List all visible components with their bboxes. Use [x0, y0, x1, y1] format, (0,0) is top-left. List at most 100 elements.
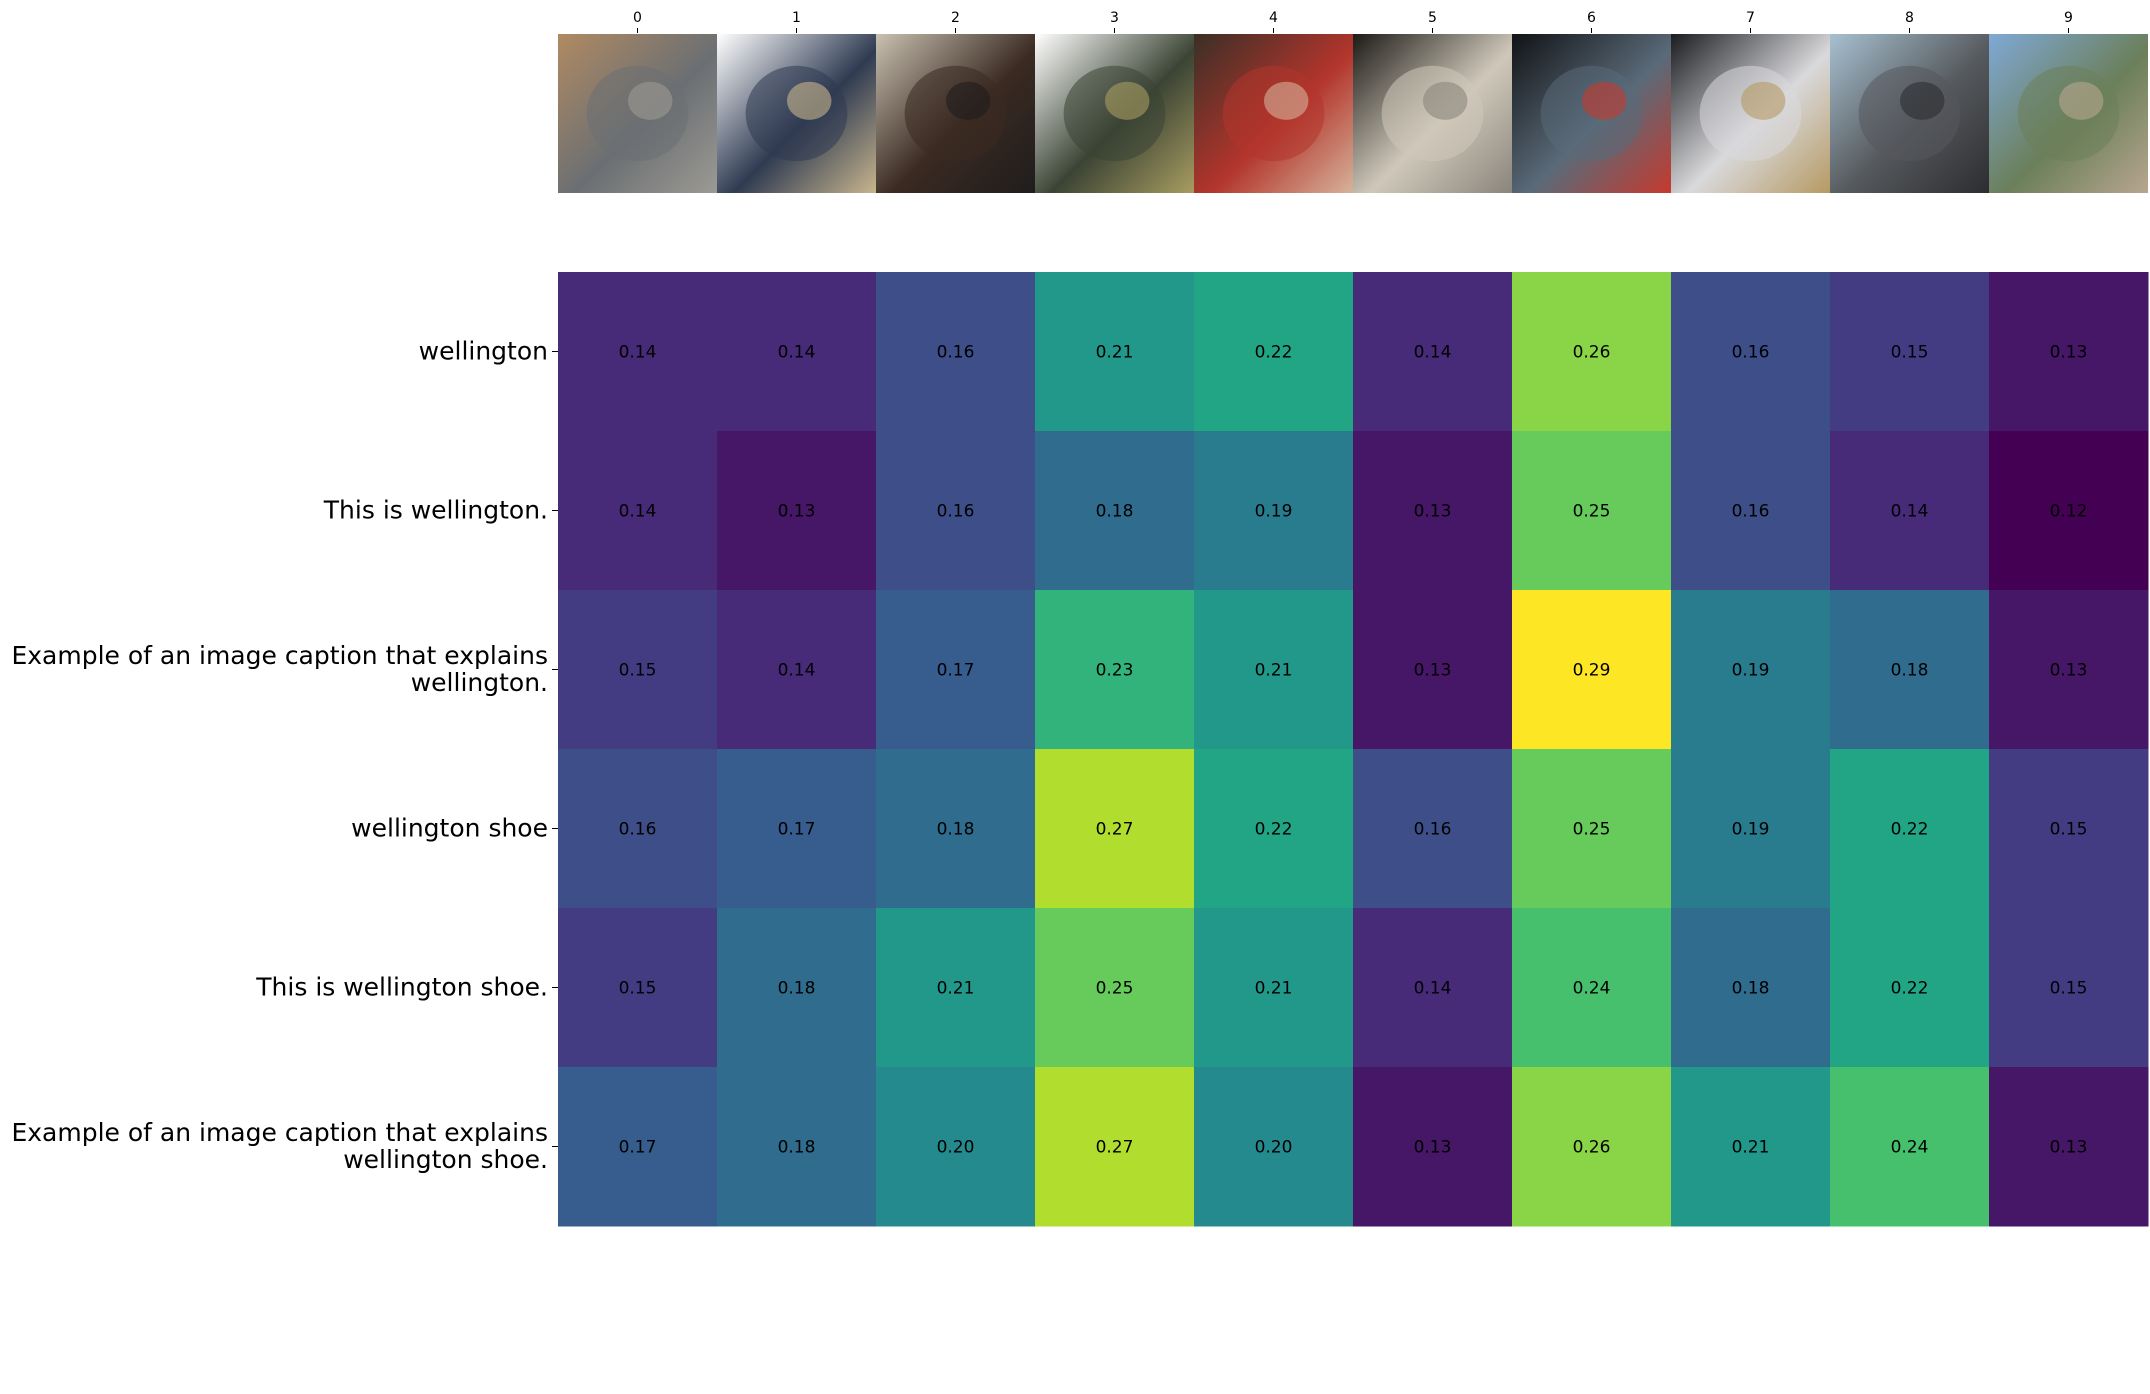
x-tick-label: 4 — [1269, 10, 1278, 26]
watch-strap-icon — [717, 34, 876, 193]
heatmap-cell — [1671, 749, 1831, 909]
heatmap-cell — [1512, 431, 1672, 591]
heatmap-cell — [1035, 431, 1195, 591]
cell-value-label: 0.24 — [1573, 979, 1611, 999]
heatmap-cell — [1353, 749, 1513, 909]
x-tick-label: 3 — [1110, 10, 1119, 26]
cell-value-label: 0.24 — [1891, 1138, 1929, 1158]
y-tick-label: wellington — [419, 337, 548, 366]
heatmap-cell — [876, 431, 1036, 591]
cell-value-label: 0.17 — [778, 820, 816, 840]
heatmap-cell — [717, 749, 877, 909]
heatmap-cell — [1512, 1067, 1672, 1227]
wellington-portrait-icon — [1194, 34, 1353, 193]
image-strip — [558, 34, 2148, 193]
heatmap-cell — [1989, 749, 2149, 909]
heatmap-cell — [1671, 590, 1831, 750]
heatmap-cell — [1194, 272, 1354, 432]
image-thumbnail-highlight — [1740, 81, 1786, 120]
heatmap-cell — [1830, 590, 1990, 750]
heatmap-cell — [1671, 908, 1831, 1068]
heatmap-cell — [1671, 1067, 1831, 1227]
x-tick-label: 6 — [1587, 10, 1596, 26]
heatmap-cell — [1035, 908, 1195, 1068]
cell-value-label: 0.21 — [1096, 343, 1134, 363]
y-tick-label: This is wellington shoe. — [255, 973, 548, 1002]
cell-value-label: 0.14 — [619, 343, 657, 363]
cell-value-label: 0.20 — [937, 1138, 975, 1158]
y-tick-label-line: Example of an image caption that explain… — [11, 641, 548, 670]
x-tick-label: 9 — [2064, 10, 2073, 26]
heatmap-cell — [558, 749, 718, 909]
y-tick-label: Example of an image caption that explain… — [11, 641, 548, 697]
image-thumbnail-highlight — [2058, 81, 2104, 120]
x-tick-label: 8 — [1905, 10, 1914, 26]
heatmap-cell — [1353, 1067, 1513, 1227]
cell-value-label: 0.21 — [937, 979, 975, 999]
cell-value-label: 0.16 — [1732, 502, 1770, 522]
heatmap-cell — [558, 272, 718, 432]
cell-value-label: 0.16 — [1732, 343, 1770, 363]
x-tick-label: 0 — [633, 10, 642, 26]
heatmap-cell — [1989, 1067, 2149, 1227]
cell-value-labels: 0.14 0.14 0.16 0.21 0.22 0.14 0.26 0.16 0.15 0.13… — [619, 343, 2088, 1158]
cell-value-label: 0.14 — [778, 661, 816, 681]
cell-value-label: 0.13 — [1414, 502, 1452, 522]
y-tick-label: wellington shoe — [351, 814, 548, 843]
image-thumbnail-highlight — [1581, 81, 1627, 120]
heatmap-cell — [717, 908, 877, 1068]
heatmap-cell — [1671, 272, 1831, 432]
y-tick-label-line: Example of an image caption that explain… — [11, 1118, 548, 1147]
cell-value-label: 0.29 — [1573, 661, 1611, 681]
cell-value-label: 0.22 — [1255, 820, 1293, 840]
cell-value-label: 0.16 — [619, 820, 657, 840]
cell-value-label: 0.21 — [1255, 661, 1293, 681]
cell-value-label: 0.21 — [1732, 1138, 1770, 1158]
heatmap-cell — [1989, 908, 2149, 1068]
y-tick-label-line: wellington shoe. — [343, 1145, 548, 1174]
cell-value-label: 0.14 — [1414, 979, 1452, 999]
sandals-icon — [1830, 34, 1989, 193]
heatmap-cell — [1194, 749, 1354, 909]
image-thumbnail-highlight — [945, 81, 991, 120]
y-tick-label: Example of an image caption that explain… — [11, 1118, 548, 1174]
cell-value-label: 0.15 — [619, 979, 657, 999]
cell-value-label: 0.16 — [937, 343, 975, 363]
heatmap-cell — [717, 590, 877, 750]
heatmap-cell — [717, 1067, 877, 1227]
cell-value-label: 0.14 — [778, 343, 816, 363]
cell-value-label: 0.19 — [1255, 502, 1293, 522]
cell-value-label: 0.21 — [1255, 979, 1293, 999]
y-tick-label-line: This is wellington shoe. — [255, 973, 548, 1002]
heatmap-cell — [717, 431, 877, 591]
cell-value-label: 0.16 — [1414, 820, 1452, 840]
heatmap-cell — [1512, 272, 1672, 432]
cell-value-label: 0.18 — [937, 820, 975, 840]
heatmap-cell — [1830, 749, 1990, 909]
cell-value-label: 0.16 — [937, 502, 975, 522]
y-tick-label-line: wellington shoe — [351, 814, 548, 843]
image-thumbnail-highlight — [786, 81, 832, 120]
cell-value-label: 0.13 — [2050, 1138, 2088, 1158]
y-axis-ticks: wellington This is wellington. Example of … — [11, 337, 558, 1174]
x-tick-label: 7 — [1746, 10, 1755, 26]
heatmap-cell — [1194, 1067, 1354, 1227]
heatmap-cells — [558, 272, 2149, 1227]
cell-value-label: 0.18 — [778, 1138, 816, 1158]
mountain-town-street-icon — [1989, 34, 2148, 193]
heatmap-cell — [1830, 1067, 1990, 1227]
cell-value-label: 0.19 — [1732, 661, 1770, 681]
cowhide-rug-icon — [558, 34, 717, 193]
cell-value-label: 0.12 — [2050, 502, 2088, 522]
heatmap-cell — [1830, 908, 1990, 1068]
heatmap-cell — [1512, 749, 1672, 909]
x-axis-ticks: 0 1 2 3 4 5 6 7 8 9 — [633, 10, 2073, 33]
heatmap-cell — [1035, 749, 1195, 909]
cell-value-label: 0.15 — [1891, 343, 1929, 363]
cell-value-label: 0.22 — [1891, 979, 1929, 999]
heatmap-cell — [1035, 1067, 1195, 1227]
heatmap-cell — [1830, 431, 1990, 591]
image-thumbnail-highlight — [1104, 81, 1150, 120]
